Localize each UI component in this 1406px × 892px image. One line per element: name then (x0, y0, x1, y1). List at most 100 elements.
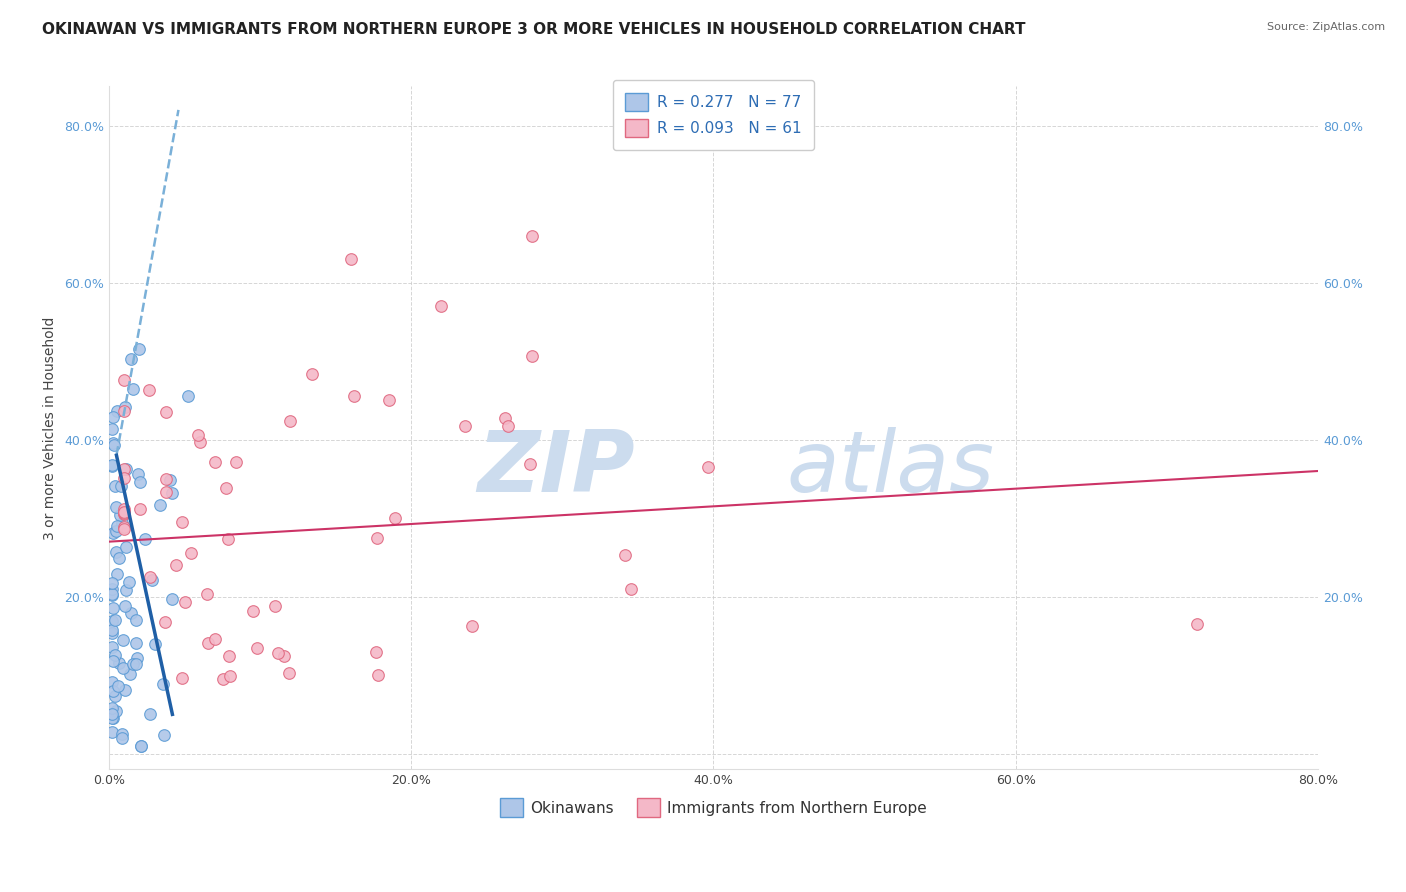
Point (101, 623, 124, 637)
Point (114, 599, 136, 613)
Point (111, 516, 134, 530)
Point (204, 632, 226, 646)
Point (101, 458, 124, 473)
Point (263, 599, 285, 614)
Point (366, 531, 388, 545)
Point (453, 418, 475, 433)
Point (125, 636, 148, 650)
Text: atlas: atlas (786, 427, 994, 510)
Point (138, 384, 160, 398)
Point (101, 600, 124, 615)
Point (131, 739, 153, 753)
Point (105, 524, 128, 538)
Point (104, 613, 127, 627)
Point (498, 418, 520, 433)
Point (104, 705, 127, 719)
Point (125, 657, 148, 672)
Point (120, 351, 142, 366)
Point (494, 410, 516, 425)
Text: OKINAWAN VS IMMIGRANTS FROM NORTHERN EUROPE 3 OR MORE VEHICLES IN HOUSEHOLD CORR: OKINAWAN VS IMMIGRANTS FROM NORTHERN EUR… (42, 22, 1026, 37)
Point (149, 499, 172, 513)
Point (152, 728, 174, 742)
Point (218, 649, 240, 664)
Point (522, 349, 544, 363)
Point (118, 667, 141, 681)
Point (242, 604, 264, 618)
Point (219, 669, 242, 683)
Point (101, 640, 124, 654)
Point (129, 739, 152, 753)
Point (101, 458, 124, 472)
Point (225, 455, 247, 469)
Point (112, 520, 135, 534)
Point (101, 582, 124, 596)
Point (121, 657, 143, 672)
Point (112, 403, 135, 417)
Point (159, 473, 181, 487)
Point (367, 668, 389, 682)
Point (112, 462, 135, 476)
Point (107, 567, 129, 582)
Point (101, 674, 124, 689)
Point (111, 731, 134, 745)
Point (125, 651, 148, 665)
Point (112, 506, 135, 520)
Point (112, 373, 135, 387)
Point (519, 457, 541, 471)
Point (101, 684, 124, 698)
Point (172, 671, 194, 685)
Point (215, 481, 238, 495)
Point (128, 502, 150, 516)
Point (114, 582, 136, 597)
Point (155, 473, 177, 487)
Point (188, 434, 211, 449)
Point (339, 252, 361, 266)
Point (105, 404, 128, 418)
Point (108, 550, 131, 565)
Point (620, 582, 643, 596)
Point (108, 656, 131, 670)
Point (697, 460, 720, 475)
Point (301, 368, 323, 382)
Legend: Okinawans, Immigrants from Northern Europe: Okinawans, Immigrants from Northern Euro… (494, 792, 934, 823)
Point (107, 679, 129, 693)
Point (138, 570, 160, 584)
Point (111, 727, 134, 741)
Point (128, 475, 150, 489)
Point (112, 633, 135, 648)
Point (187, 428, 209, 442)
Point (101, 706, 124, 721)
Point (172, 516, 194, 530)
Point (120, 606, 142, 620)
Point (104, 545, 127, 559)
Point (155, 485, 177, 500)
Point (139, 706, 162, 721)
Point (101, 587, 124, 601)
Point (104, 648, 127, 662)
Point (273, 648, 295, 663)
Point (127, 467, 149, 481)
Point (217, 533, 239, 547)
Point (112, 471, 135, 485)
Point (101, 435, 124, 450)
Point (384, 510, 406, 524)
Point (103, 525, 125, 540)
Point (204, 455, 226, 469)
Point (174, 595, 197, 609)
Point (121, 382, 143, 396)
Point (104, 479, 127, 493)
Point (101, 410, 124, 425)
Point (1185, 617, 1208, 632)
Point (134, 532, 156, 546)
Point (176, 389, 198, 403)
Point (152, 677, 174, 691)
Point (343, 389, 366, 403)
Point (180, 546, 202, 560)
Y-axis label: 3 or more Vehicles in Household: 3 or more Vehicles in Household (44, 316, 58, 540)
Point (377, 393, 399, 408)
Point (101, 626, 124, 640)
Point (114, 683, 136, 698)
Point (104, 689, 127, 703)
Point (128, 343, 150, 357)
Point (117, 574, 139, 589)
